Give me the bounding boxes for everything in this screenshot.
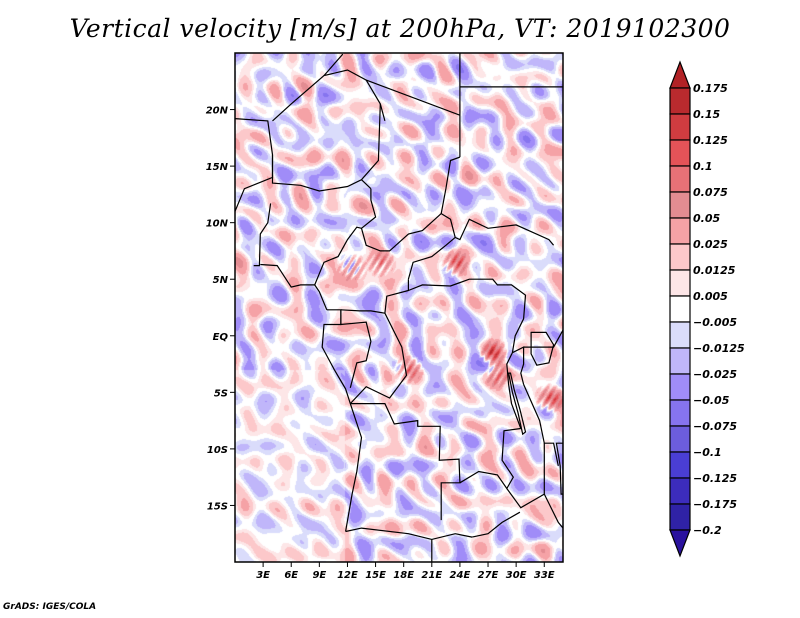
y-tick-label: 20N [206, 106, 229, 117]
border-line [260, 263, 328, 311]
colorbar-label: −0.125 [693, 472, 737, 485]
border-line [323, 53, 344, 76]
border-line [512, 346, 525, 385]
colorbar-label: −0.0125 [693, 342, 745, 355]
colorbar-swatch [669, 191, 691, 219]
colorbar-label: 0.175 [693, 82, 728, 95]
x-tick-label: 27E [478, 570, 499, 581]
y-tick-label: 5N [213, 275, 229, 286]
colorbar-swatch [669, 139, 691, 167]
colorbar-swatch [669, 451, 691, 479]
colorbar-swatch [669, 347, 691, 375]
x-tick-label: 33E [534, 570, 555, 581]
border-line [454, 218, 555, 246]
colorbar-swatch [669, 217, 691, 245]
colorbar-label: −0.075 [693, 420, 737, 433]
border-line [340, 309, 372, 388]
x-tick-label: 3E [256, 570, 270, 581]
colorbar-label: 0.1 [693, 160, 713, 173]
border-line [506, 488, 545, 509]
border-line [408, 278, 527, 429]
grads-credit: GrADS: IGES/COLA [3, 602, 97, 612]
colorbar: 0.175 0.15 0.125 0.1 0.075 0.05 0.025 0.0125 0.0… [669, 60, 745, 558]
x-tick-label: 6E [284, 570, 298, 581]
colorbar-label: −0.05 [693, 394, 730, 407]
y-axis: 20N 15N 10N 5N EQ 5S 10S 15S [206, 106, 235, 512]
x-axis: 3E 6E 9E 12E 15E 18E 21E 24E 27E 30E 33E [256, 562, 555, 581]
colorbar-swatch [669, 477, 691, 505]
colorbar-extend-max [669, 60, 691, 89]
colorbar-label: 0.125 [693, 134, 728, 147]
colorbar-label: 0.075 [693, 186, 728, 199]
colorbar-swatch [669, 399, 691, 427]
colorbar-swatch [669, 165, 691, 193]
country-borders [235, 53, 563, 562]
colorbar-label: −0.2 [693, 524, 722, 537]
x-tick-label: 30E [506, 570, 527, 581]
colorbar-label: −0.175 [693, 498, 737, 511]
y-tick-label: 10S [207, 445, 228, 456]
border-line [253, 203, 272, 267]
chart-title: Vertical velocity [m/s] at 200hPa, VT: 2… [69, 14, 731, 43]
colorbar-label: 0.0125 [693, 264, 736, 277]
border-line [361, 103, 381, 181]
lake-outline [530, 331, 555, 366]
lake-outline [555, 442, 563, 495]
y-tick-label: 10N [206, 219, 229, 230]
colorbar-swatch [669, 425, 691, 453]
x-tick-label: 9E [312, 570, 326, 581]
y-tick-label: 15N [206, 162, 229, 173]
colorbar-swatch [669, 243, 691, 271]
colorbar-label: −0.005 [693, 316, 737, 329]
border-line [459, 427, 521, 490]
border-line [471, 511, 521, 538]
colorbar-extend-min [669, 529, 691, 558]
border-line [345, 527, 473, 541]
border-line [350, 403, 461, 521]
colorbar-label: 0.005 [693, 290, 728, 303]
border-line [360, 188, 456, 280]
border-line [440, 156, 461, 214]
map-frame [234, 52, 564, 563]
velocity-field [235, 53, 563, 562]
border-line [543, 443, 563, 529]
x-tick-label: 15E [365, 570, 386, 581]
colorbar-swatch [669, 503, 691, 531]
colorbar-label: 0.05 [693, 212, 720, 225]
colorbar-swatch [669, 87, 691, 115]
colorbar-swatch [669, 373, 691, 401]
colorbar-label: 0.15 [693, 108, 720, 121]
x-tick-label: 21E [421, 570, 442, 581]
y-tick-label: 15S [207, 501, 228, 512]
y-tick-label: EQ [213, 332, 229, 343]
x-tick-label: 24E [450, 570, 471, 581]
colorbar-label: 0.025 [693, 238, 728, 251]
colorbar-label: −0.025 [693, 368, 737, 381]
lake-outline [507, 372, 527, 436]
colorbar-swatch [669, 321, 691, 349]
colorbar-swatch [669, 269, 691, 297]
y-tick-label: 5S [214, 388, 228, 399]
border-line [314, 226, 362, 286]
colorbar-swatch [669, 295, 691, 323]
x-tick-label: 18E [393, 570, 414, 581]
colorbar-label: −0.1 [693, 446, 722, 459]
border-line [349, 312, 408, 405]
colorbar-swatch [669, 113, 691, 141]
x-tick-label: 12E [337, 570, 358, 581]
